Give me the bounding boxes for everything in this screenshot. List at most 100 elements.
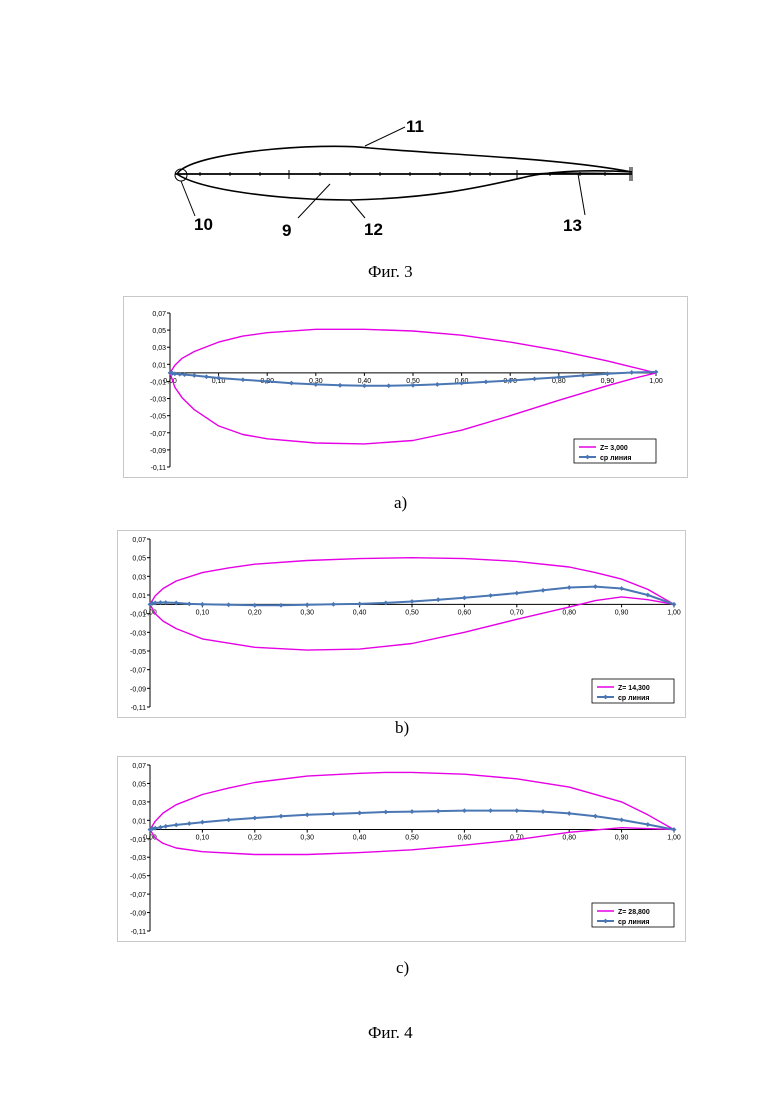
midline-point xyxy=(488,808,493,813)
midline-point xyxy=(605,371,610,376)
y-tick-label: -0,03 xyxy=(130,855,146,862)
midline-point xyxy=(289,381,294,386)
y-tick-label: 0,05 xyxy=(152,328,166,335)
leader-10 xyxy=(181,181,195,216)
midline-point xyxy=(619,817,624,822)
y-tick-label: 0,07 xyxy=(152,311,166,318)
midline-point xyxy=(567,585,572,590)
x-tick-label: 0,30 xyxy=(300,835,314,842)
figure-4-caption: Фиг. 4 xyxy=(368,1023,413,1043)
midline-point xyxy=(484,379,489,384)
midline-point xyxy=(331,811,336,816)
midline-point xyxy=(532,376,537,381)
lower-surface-curve xyxy=(177,171,632,200)
x-tick-label: 0,20 xyxy=(248,835,262,842)
y-tick-label: -0,05 xyxy=(150,414,166,421)
x-tick-label: 0,50 xyxy=(405,835,419,842)
y-tick-label: -0,11 xyxy=(131,929,147,936)
x-tick-label: 0,90 xyxy=(615,609,629,616)
x-tick-label: 0,30 xyxy=(300,609,314,616)
midline-point xyxy=(252,603,257,608)
midline-point xyxy=(338,383,343,388)
midline-point xyxy=(619,586,624,591)
x-tick-label: 1,00 xyxy=(667,609,681,616)
midline-point xyxy=(252,816,257,821)
x-tick-label: 0,70 xyxy=(510,609,524,616)
legend-label: ср линия xyxy=(618,695,649,702)
y-tick-label: -0,07 xyxy=(130,668,146,675)
x-tick-label: 0,60 xyxy=(458,609,472,616)
y-tick-label: 0,05 xyxy=(132,556,146,563)
y-tick-label: 0,07 xyxy=(132,763,146,770)
y-tick-label: 0,05 xyxy=(132,781,146,788)
y-tick-label: -0,07 xyxy=(150,431,166,438)
chart-panel-label-c: c) xyxy=(396,958,409,978)
callout-11: 11 xyxy=(406,117,424,136)
leader-11 xyxy=(365,127,405,146)
leader-12 xyxy=(350,200,365,218)
midline-point xyxy=(436,809,441,814)
midline-point xyxy=(462,595,467,600)
legend-label: Z= 28,800 xyxy=(618,909,650,916)
legend-label: Z= 3,000 xyxy=(600,445,628,452)
y-tick-label: -0,07 xyxy=(130,892,146,899)
midline-point xyxy=(593,584,598,589)
y-tick-label: -0,03 xyxy=(150,397,166,404)
midline-point xyxy=(462,808,467,813)
y-tick-label: -0,05 xyxy=(130,649,146,656)
x-tick-label: 0,90 xyxy=(615,835,629,842)
midline-point xyxy=(187,821,192,826)
y-tick-label: -0,09 xyxy=(150,448,166,455)
midline-point xyxy=(226,817,231,822)
leader-9 xyxy=(298,184,330,218)
y-tick-label: -0,05 xyxy=(130,874,146,881)
callout-10: 10 xyxy=(194,215,213,234)
midline-point xyxy=(357,601,362,606)
chart-panel-a: 0,070,050,030,01-0,01-0,03-0,05-0,07-0,0… xyxy=(123,296,688,478)
x-tick-label: 0,80 xyxy=(562,609,576,616)
midline-point xyxy=(200,820,205,825)
midline-point xyxy=(514,808,519,813)
x-tick-label: 0,60 xyxy=(458,835,472,842)
chart-panel-c: 0,070,050,030,01-0,01-0,03-0,05-0,07-0,0… xyxy=(117,756,686,942)
x-tick-label: 0,50 xyxy=(405,609,419,616)
midline-point xyxy=(187,601,192,606)
midline-point xyxy=(386,383,391,388)
midline-point xyxy=(204,374,209,379)
x-tick-label: 0,10 xyxy=(196,609,210,616)
y-tick-label: -0,09 xyxy=(130,911,146,918)
midline-point xyxy=(436,597,441,602)
callout-12: 12 xyxy=(364,220,383,239)
callout-9: 9 xyxy=(282,221,291,240)
midline-point xyxy=(200,602,205,607)
midline-point xyxy=(514,591,519,596)
midline-point xyxy=(279,603,284,608)
callout-13: 13 xyxy=(563,216,582,235)
midline-point xyxy=(192,373,197,378)
midline-point xyxy=(645,822,650,827)
midline-point xyxy=(305,602,310,607)
y-tick-label: 0,03 xyxy=(152,345,166,352)
midline-point xyxy=(567,811,572,816)
midline-point xyxy=(593,814,598,819)
y-tick-label: 0,03 xyxy=(132,800,146,807)
x-tick-label: 0,80 xyxy=(562,835,576,842)
x-tick-label: 0,00 xyxy=(163,378,177,385)
midline-point xyxy=(163,824,168,829)
midline-point xyxy=(629,370,634,375)
chart-panel-b: 0,070,050,030,01-0,01-0,03-0,05-0,07-0,0… xyxy=(117,530,686,718)
x-tick-label: 0,40 xyxy=(353,835,367,842)
x-tick-label: 0,10 xyxy=(196,835,210,842)
midline-point xyxy=(541,588,546,593)
midline-point xyxy=(541,809,546,814)
y-tick-label: -0,09 xyxy=(130,686,146,693)
x-tick-label: 1,00 xyxy=(667,835,681,842)
midline-point xyxy=(305,812,310,817)
x-tick-label: 0,20 xyxy=(248,609,262,616)
chart-panel-label-b: b) xyxy=(395,718,409,738)
midline-point xyxy=(241,377,246,382)
midline-point xyxy=(410,809,415,814)
midline-point xyxy=(158,825,163,830)
x-tick-label: 0,40 xyxy=(353,609,367,616)
leader-13 xyxy=(578,174,585,215)
